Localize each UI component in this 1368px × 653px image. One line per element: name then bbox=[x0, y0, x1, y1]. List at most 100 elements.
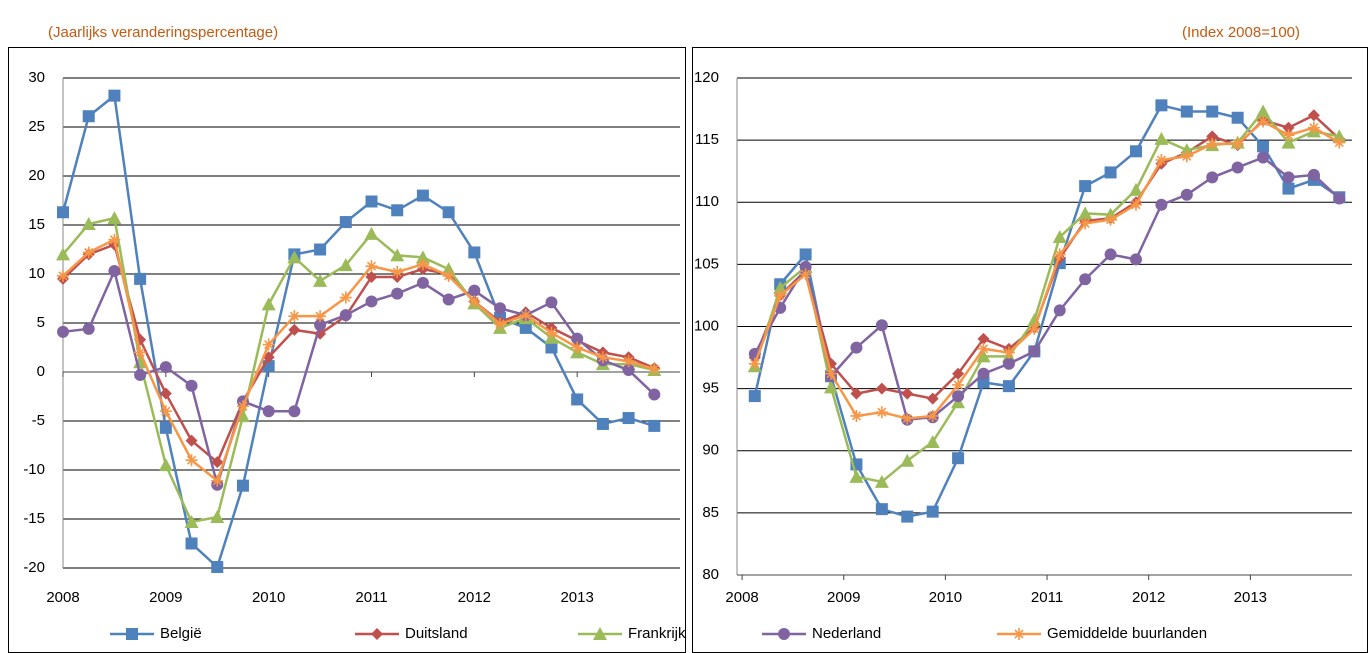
legend-label: Gemiddelde buurlanden bbox=[1047, 625, 1207, 642]
marker bbox=[952, 367, 965, 380]
marker bbox=[57, 325, 69, 338]
marker bbox=[1333, 136, 1346, 149]
marker bbox=[1307, 121, 1320, 134]
marker bbox=[1079, 180, 1092, 193]
marker bbox=[1078, 206, 1093, 220]
series-line bbox=[61, 93, 655, 570]
marker bbox=[338, 258, 353, 272]
y-tick-label: 110 bbox=[695, 193, 719, 210]
marker bbox=[185, 454, 198, 467]
legend-marker bbox=[126, 628, 138, 640]
marker bbox=[1180, 188, 1193, 201]
marker bbox=[1155, 99, 1168, 112]
marker bbox=[748, 390, 761, 403]
x-tick-label: 2010 bbox=[929, 589, 962, 606]
y-tick-label: 0 bbox=[37, 363, 45, 380]
marker bbox=[82, 246, 95, 259]
marker bbox=[901, 387, 914, 400]
marker bbox=[416, 189, 429, 202]
marker bbox=[901, 412, 914, 425]
marker bbox=[1053, 248, 1066, 261]
marker bbox=[313, 273, 328, 287]
marker bbox=[494, 302, 507, 315]
x-tick-label: 2013 bbox=[560, 589, 593, 606]
legend-marker bbox=[1013, 628, 1025, 640]
marker bbox=[1079, 273, 1092, 286]
marker bbox=[159, 421, 172, 434]
marker bbox=[262, 338, 275, 351]
marker bbox=[314, 310, 327, 323]
marker bbox=[952, 378, 965, 391]
marker bbox=[390, 248, 405, 262]
marker bbox=[1154, 131, 1169, 145]
marker bbox=[81, 217, 96, 231]
marker bbox=[1129, 145, 1142, 158]
y-tick-label: 80 bbox=[702, 566, 719, 583]
marker bbox=[1257, 151, 1270, 164]
legend-marker bbox=[371, 628, 383, 640]
marker bbox=[184, 514, 199, 528]
marker bbox=[82, 110, 95, 123]
marker bbox=[391, 204, 404, 217]
marker bbox=[365, 260, 378, 273]
marker bbox=[850, 341, 863, 354]
y-tick-label: 25 bbox=[28, 118, 45, 135]
marker bbox=[82, 322, 95, 335]
series-line bbox=[753, 103, 1340, 518]
marker bbox=[596, 351, 609, 364]
marker bbox=[799, 260, 812, 273]
marker bbox=[442, 269, 455, 282]
marker bbox=[773, 280, 788, 294]
marker bbox=[977, 342, 990, 355]
marker bbox=[875, 406, 888, 419]
marker bbox=[1206, 105, 1219, 118]
x-tick-label: 2009 bbox=[149, 589, 182, 606]
marker bbox=[1307, 109, 1320, 122]
marker bbox=[1333, 192, 1346, 205]
marker bbox=[1282, 121, 1295, 134]
y-tick-label: 115 bbox=[695, 131, 719, 148]
marker bbox=[1231, 111, 1244, 124]
legend-marker bbox=[593, 627, 607, 640]
marker bbox=[874, 474, 889, 488]
marker bbox=[185, 537, 198, 550]
marker bbox=[799, 248, 812, 261]
series-line bbox=[753, 109, 1340, 484]
marker bbox=[519, 309, 532, 322]
marker bbox=[850, 409, 863, 422]
marker bbox=[1257, 115, 1270, 128]
marker bbox=[900, 453, 915, 467]
y-tick-label: -5 bbox=[32, 412, 45, 429]
marker bbox=[442, 206, 455, 219]
marker bbox=[1002, 380, 1015, 393]
marker bbox=[391, 287, 404, 300]
y-tick-label: 100 bbox=[694, 317, 719, 334]
marker bbox=[875, 382, 888, 395]
marker bbox=[494, 317, 507, 330]
x-tick-label: 2011 bbox=[355, 589, 387, 606]
marker bbox=[57, 206, 69, 219]
marker bbox=[314, 243, 327, 256]
y-tick-label: 105 bbox=[694, 255, 719, 272]
marker bbox=[849, 469, 864, 483]
marker bbox=[211, 474, 224, 487]
marker bbox=[545, 296, 558, 309]
marker bbox=[339, 291, 352, 304]
marker bbox=[1002, 346, 1015, 359]
marker bbox=[339, 309, 352, 322]
x-tick-label: 2009 bbox=[827, 589, 860, 606]
marker bbox=[1104, 213, 1117, 226]
marker bbox=[875, 319, 888, 332]
marker bbox=[57, 269, 69, 282]
marker bbox=[824, 380, 839, 394]
marker bbox=[159, 387, 172, 400]
y-tick-label: 95 bbox=[702, 380, 719, 397]
marker bbox=[825, 367, 838, 380]
y-tick-label: 20 bbox=[28, 167, 45, 184]
marker bbox=[1282, 129, 1295, 142]
series-line bbox=[62, 216, 655, 524]
marker bbox=[977, 367, 990, 380]
marker bbox=[1206, 171, 1219, 184]
legend-marker bbox=[778, 628, 790, 640]
